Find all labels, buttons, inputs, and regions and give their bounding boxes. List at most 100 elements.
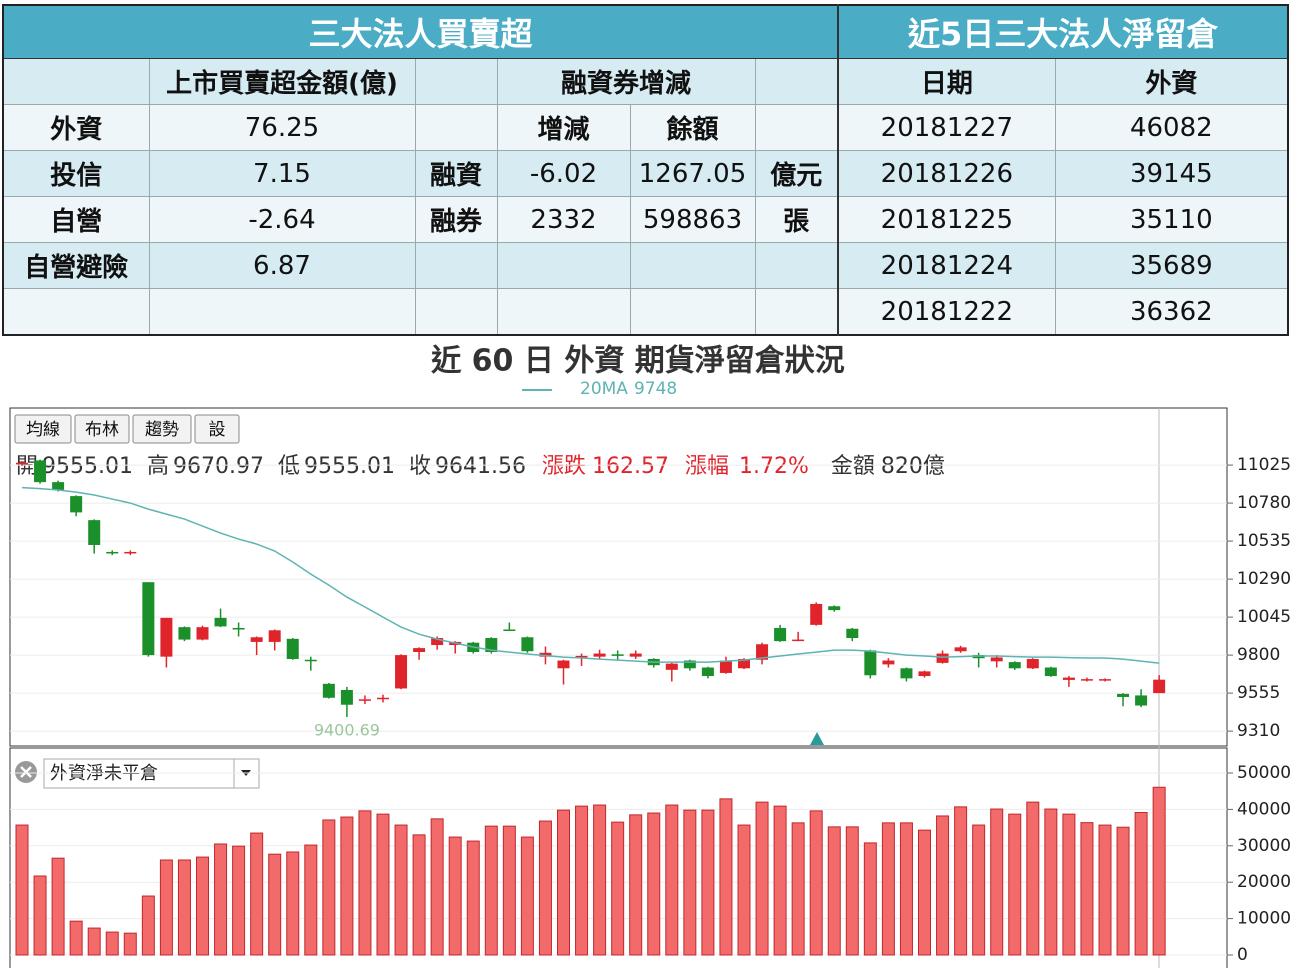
candle-body <box>1026 658 1039 669</box>
header-cell: 融資券增減 <box>496 58 756 105</box>
bar <box>196 856 209 956</box>
cell: 20181222 <box>837 288 1056 336</box>
cell <box>754 288 839 336</box>
bar <box>177 859 191 956</box>
table-title: 近5日三大法人淨留倉 <box>837 4 1289 59</box>
info-value: 820億 <box>881 454 945 479</box>
bar <box>502 825 516 956</box>
candle-body <box>286 638 299 659</box>
toolbar-button[interactable] <box>132 414 192 444</box>
button-label: 設 <box>209 420 226 440</box>
bar <box>773 805 787 956</box>
candle-body <box>88 520 101 545</box>
info-value: 9641.56 <box>435 454 526 479</box>
cell: 36362 <box>1054 288 1289 336</box>
toolbar-button[interactable] <box>74 414 130 444</box>
row: 20181222 36362 <box>2 288 1289 336</box>
bar <box>1098 824 1112 956</box>
bar <box>791 822 805 956</box>
candle-body <box>250 637 263 642</box>
bar <box>304 844 318 956</box>
bar <box>1062 813 1076 956</box>
row-label: 投信 <box>2 150 150 197</box>
candle-body <box>34 460 47 483</box>
y-tick-label: 0 <box>1237 945 1248 965</box>
cell: 35110 <box>1054 196 1289 243</box>
bar <box>322 819 336 956</box>
candle-body <box>1153 679 1166 694</box>
candle-body <box>395 655 408 689</box>
low-annotation: 9400.69 <box>314 721 380 740</box>
button-label: 均線 <box>26 420 60 440</box>
candle-body <box>1008 662 1021 669</box>
bar <box>990 808 1004 956</box>
bar <box>683 809 697 956</box>
candle-body <box>1044 667 1057 677</box>
header-cell: 餘額 <box>629 104 756 151</box>
volume-panel <box>9 747 1228 968</box>
candle-body <box>792 639 805 642</box>
bar <box>69 920 83 956</box>
candle-body <box>900 668 913 679</box>
candle-body <box>774 627 787 642</box>
candle-body <box>611 654 624 656</box>
bar <box>1026 801 1040 956</box>
candle-body <box>810 603 823 625</box>
cell: 46082 <box>1054 104 1289 151</box>
toolbar-button[interactable] <box>14 414 72 444</box>
candle-body <box>629 653 642 657</box>
info-value: 9670.97 <box>173 454 264 479</box>
candle-body <box>124 551 137 554</box>
bar <box>575 805 589 956</box>
bar <box>159 859 173 956</box>
candle-body <box>413 648 426 652</box>
ma-line <box>21 486 1160 664</box>
candle-body <box>557 660 570 669</box>
candle-body <box>268 630 281 642</box>
series-dropdown[interactable] <box>43 758 260 789</box>
candle-body <box>521 637 534 652</box>
title-row: 三大法人買賣超 近5日三大法人淨留倉 <box>2 4 1289 59</box>
bar <box>51 857 65 956</box>
cell: 76.25 <box>148 104 416 151</box>
bar <box>863 842 877 956</box>
row-label: 融券 <box>414 196 498 243</box>
cell: 2332 <box>496 196 631 243</box>
info-label: 低 <box>278 454 300 479</box>
toolbar-button[interactable] <box>194 414 240 444</box>
cell: 20181224 <box>837 242 1056 289</box>
candle-body <box>918 671 931 677</box>
cell <box>496 242 631 289</box>
candle-body <box>358 699 371 701</box>
y-tick-label: 9310 <box>1237 721 1280 741</box>
cell <box>754 58 839 105</box>
bar <box>809 810 823 956</box>
legend-value: 9748 <box>634 379 677 399</box>
header-cell: 上市買賣超金額(億) <box>148 58 416 105</box>
candle-body <box>16 462 28 465</box>
header-cell: 外資 <box>1054 58 1289 105</box>
bar <box>936 815 950 956</box>
bar <box>268 853 282 956</box>
bar <box>430 818 444 956</box>
candle-body <box>954 647 967 652</box>
candle-body <box>160 617 173 657</box>
bar <box>340 816 354 956</box>
cell: 1267.05 <box>629 150 756 197</box>
candle-body <box>539 652 552 657</box>
info-label: 漲跌 <box>542 454 586 479</box>
bar <box>33 875 47 956</box>
candles <box>16 459 1166 718</box>
candle-body <box>882 660 895 665</box>
bar <box>1116 826 1130 956</box>
bar <box>123 932 137 956</box>
chart-title: 近 60 日 外資 期貨淨留倉狀況 <box>430 344 845 379</box>
candle-body <box>52 482 65 490</box>
candle-body <box>936 653 949 663</box>
info-label: 收 <box>409 454 431 479</box>
bar <box>611 821 625 956</box>
bar <box>1134 812 1148 956</box>
bar <box>557 809 570 956</box>
